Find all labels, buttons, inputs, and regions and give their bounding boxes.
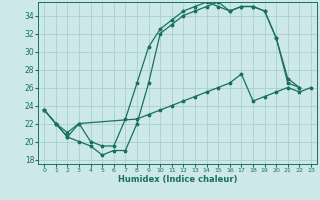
X-axis label: Humidex (Indice chaleur): Humidex (Indice chaleur) xyxy=(118,175,237,184)
